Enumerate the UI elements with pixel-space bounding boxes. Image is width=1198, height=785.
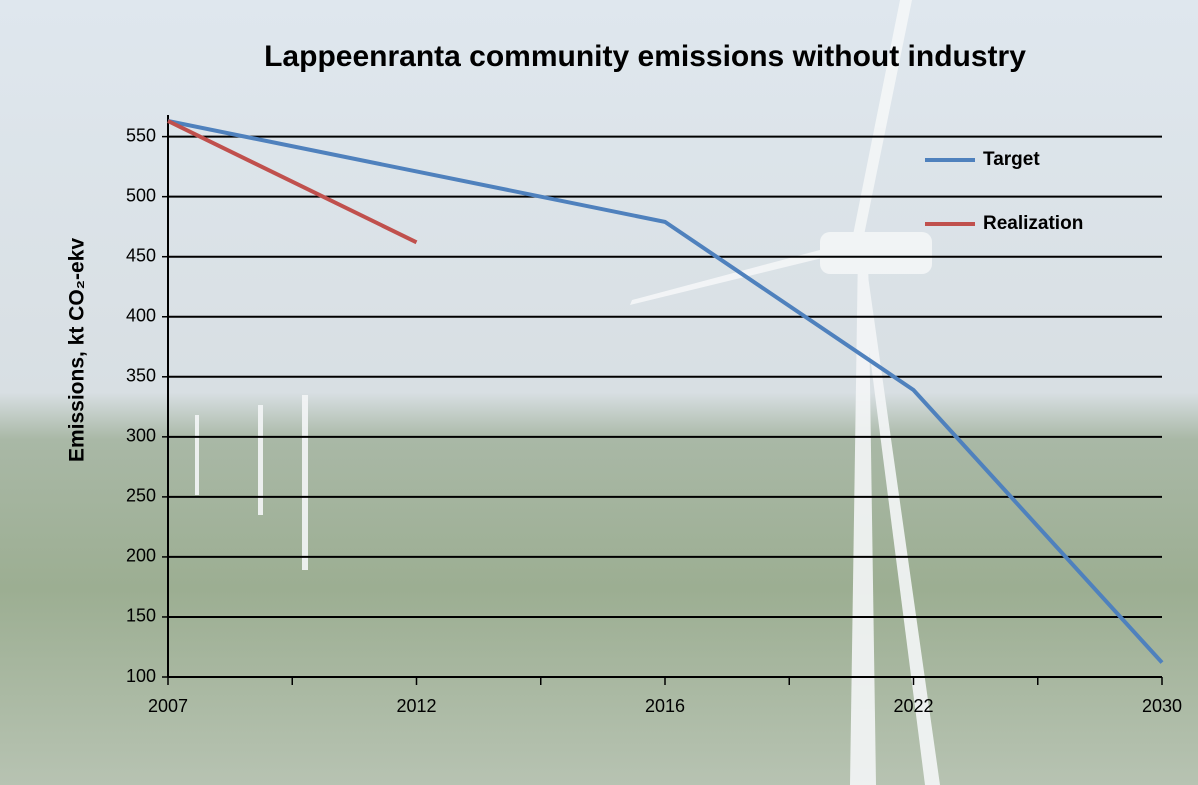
- x-tick-label: 2016: [645, 696, 685, 716]
- y-tick-label: 100: [126, 666, 156, 686]
- series-line: [167, 119, 1164, 664]
- series-line: [167, 119, 418, 245]
- y-tick-label: 500: [126, 185, 156, 205]
- legend-label: Realization: [983, 213, 1083, 234]
- y-tick-label: 450: [126, 245, 156, 265]
- chart-title: Lappeenranta community emissions without…: [264, 40, 1026, 73]
- turbine: [195, 0, 940, 785]
- y-tick-label: 200: [126, 546, 156, 566]
- y-tick-label: 400: [126, 305, 156, 325]
- x-tick-label: 2022: [893, 696, 933, 716]
- y-tick-label: 300: [126, 426, 156, 446]
- x-tick-label: 2030: [1142, 696, 1182, 716]
- x-tick-label: 2007: [148, 696, 188, 716]
- y-tick-label: 550: [126, 125, 156, 145]
- y-tick-label: 250: [126, 486, 156, 506]
- legend-label: Target: [983, 149, 1040, 170]
- y-tick-label: 150: [126, 606, 156, 626]
- x-tick-label: 2012: [396, 696, 436, 716]
- y-axis-label: Emissions, kt CO₂-ekv: [66, 238, 89, 462]
- y-tick-label: 350: [126, 366, 156, 386]
